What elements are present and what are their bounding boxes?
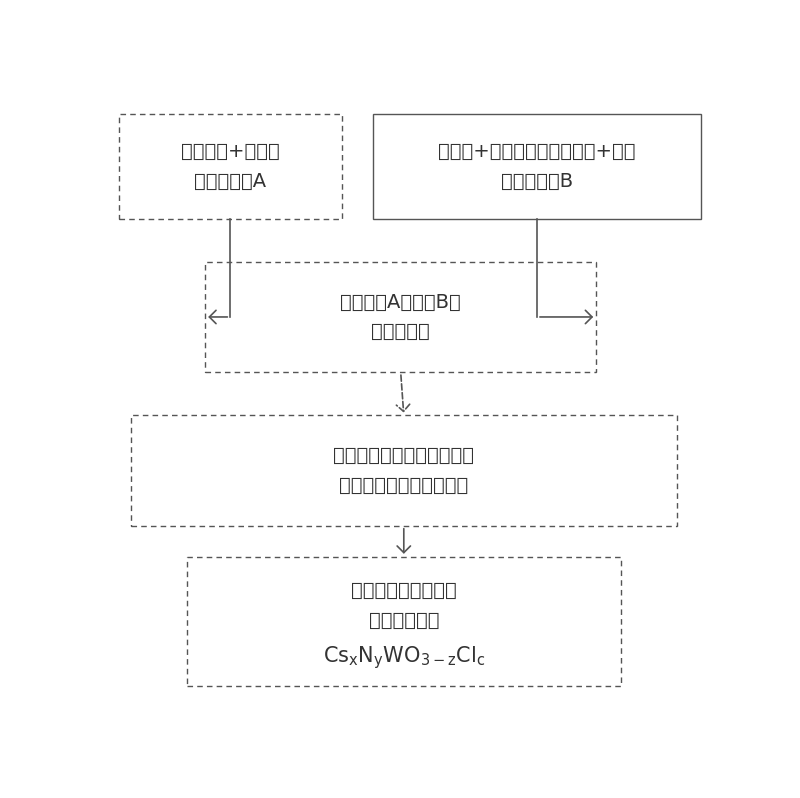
Text: 混合溶液A及溶液B；
生成沉淀物: 混合溶液A及溶液B； 生成沉淀物 <box>340 293 461 342</box>
Bar <box>206 262 596 372</box>
Text: 氯化铯+含锡或锌或铋氯化物+水；
调制成溶液B: 氯化铯+含锡或锌或铋氯化物+水； 调制成溶液B <box>438 142 636 191</box>
Bar <box>187 557 621 685</box>
Text: 在氢气及氮气环境下，对沉
淀物进行单一步骤热处理: 在氢气及氮气环境下，对沉 淀物进行单一步骤热处理 <box>334 446 474 495</box>
Bar <box>131 415 677 526</box>
Text: $\mathregular{Cs_xN_yWO_{3-z}Cl_c}$: $\mathregular{Cs_xN_yWO_{3-z}Cl_c}$ <box>322 644 485 670</box>
Bar <box>118 114 342 219</box>
Text: 六氯化钨+乙醇；
调制成溶液A: 六氯化钨+乙醇； 调制成溶液A <box>181 142 279 191</box>
Text: 分散研磨，得复合钨
氧氯化物粉体: 分散研磨，得复合钨 氧氯化物粉体 <box>351 582 457 630</box>
Bar <box>373 114 702 219</box>
